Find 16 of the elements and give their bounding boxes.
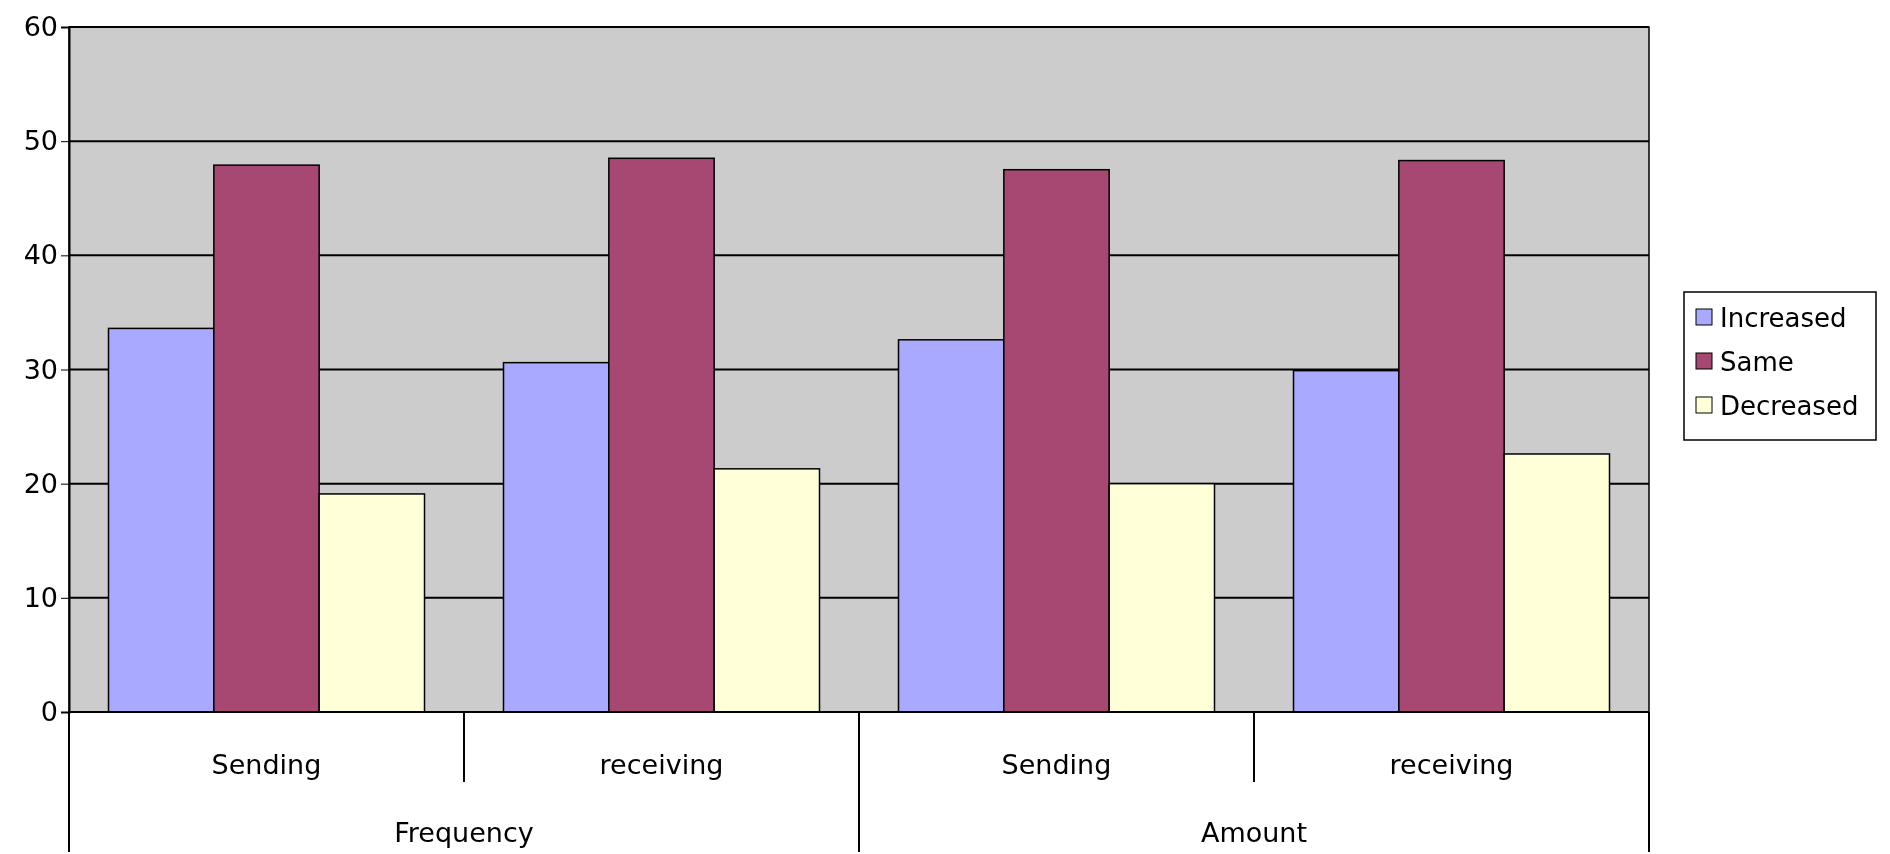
text: Frequency <box>394 817 534 848</box>
text: Amount <box>1200 817 1308 848</box>
y-tick-label: 30 <box>23 353 58 385</box>
y-tick-label: 60 <box>23 11 58 43</box>
y-tick-label: 50 <box>23 125 58 157</box>
legend-label: Increased <box>1720 303 1847 333</box>
y-tick-label: 0 <box>40 696 58 728</box>
x-tick-label: Sending <box>211 749 322 780</box>
legend-label: Decreased <box>1720 391 1859 421</box>
y-tick-label: 10 <box>23 581 58 613</box>
x-tick-label: receiving <box>1389 749 1514 780</box>
legend-label: Same <box>1720 347 1794 377</box>
y-tick-label: 40 <box>23 239 58 271</box>
x-tick-label: Sending <box>1001 749 1112 780</box>
x-tick-label: receiving <box>599 749 724 780</box>
y-tick-label: 20 <box>23 467 58 499</box>
